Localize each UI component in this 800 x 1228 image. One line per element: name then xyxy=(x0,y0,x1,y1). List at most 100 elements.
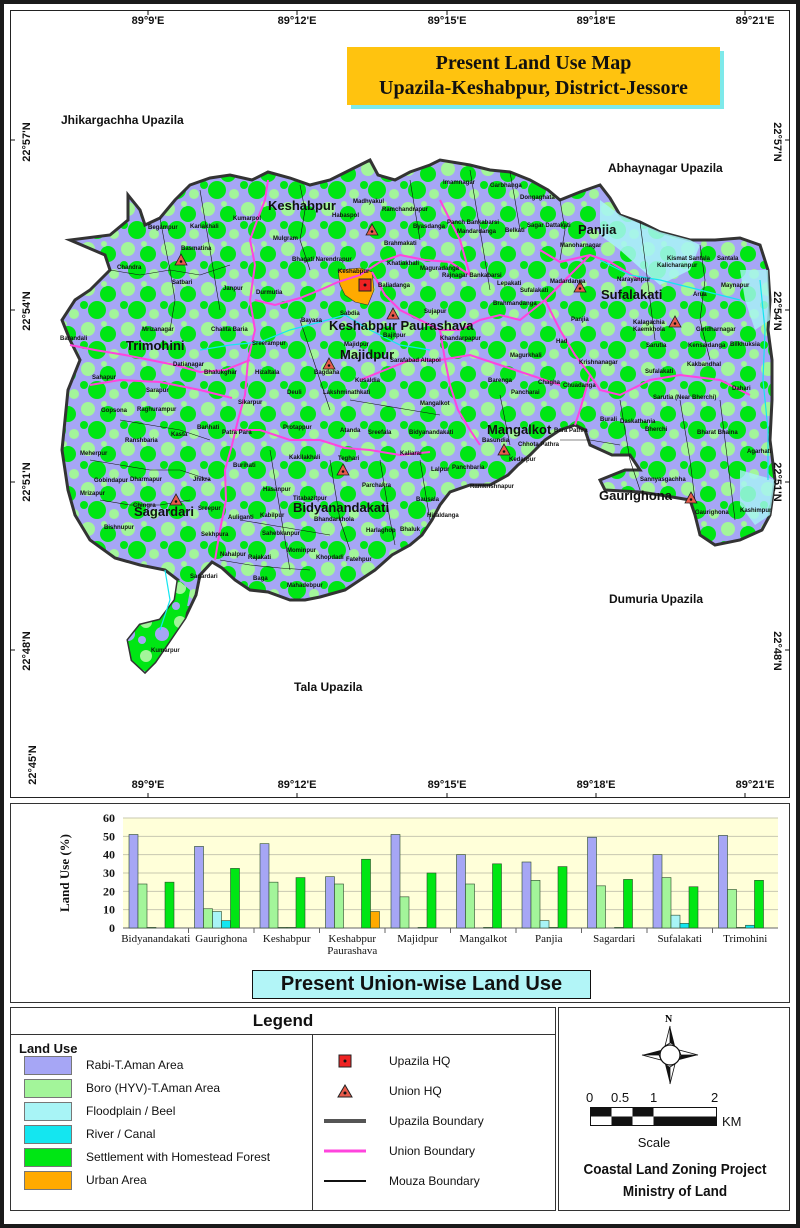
x-category-label: Keshabpur xyxy=(263,933,311,945)
bar xyxy=(361,858,371,929)
mouza-label: Kensaidanga xyxy=(688,343,726,349)
mouza-label: Bagdaha xyxy=(314,370,340,376)
union-hq-icon xyxy=(573,280,587,293)
x-category-label: Gaurighona xyxy=(195,933,247,945)
mouza-label: Arua xyxy=(693,292,707,298)
mouza-label: Belkati xyxy=(505,228,525,234)
land-use-legend: Land Use xyxy=(11,1035,313,1210)
mouza-label: Satbari xyxy=(172,280,193,286)
latitude-label: 22°57'N xyxy=(21,122,33,162)
y-tick-label: 50 xyxy=(103,829,115,843)
bar xyxy=(370,911,380,929)
mouza-label: Bherchi xyxy=(645,427,668,433)
mouza-label: Chingra xyxy=(133,503,156,509)
credit-ministry: Ministry of Land xyxy=(622,1183,728,1200)
mouza-label: Lepakati xyxy=(497,281,522,287)
neighbor-label-tala: Tala Upazila xyxy=(294,680,363,694)
mouza-label: Auliganti xyxy=(228,515,254,521)
bar xyxy=(212,911,222,929)
mouza-label: Bhandarkhola xyxy=(314,517,355,523)
y-tick-label: 30 xyxy=(103,866,115,880)
mouza-label: Sufalakati xyxy=(645,369,674,375)
mouza-label: Chhota Pathra xyxy=(518,442,560,448)
mouza-label: Basundia xyxy=(482,438,510,444)
scale-unit: KM xyxy=(722,1114,742,1129)
bar xyxy=(295,877,306,929)
bar xyxy=(652,854,663,929)
mouza-label: Khatiakhali xyxy=(387,261,420,267)
latitude-label: 22°51'N xyxy=(21,462,33,502)
latitude-label: 22°45'N xyxy=(27,745,39,785)
bar xyxy=(259,843,270,929)
mouza-label: Raghurampur xyxy=(137,407,177,413)
credit-text: Coastal Land Zoning Project Ministry of … xyxy=(571,1159,780,1203)
longitude-label: 89°21'E xyxy=(735,15,775,27)
mouza-label: Sagar Dattakati xyxy=(527,223,571,229)
latitude-label: 22°51'N xyxy=(771,462,783,502)
mouza-label: Madhyakul xyxy=(353,199,385,205)
legend-item-floodplain: Floodplain / Beel xyxy=(24,1101,175,1121)
mouza-label: Kumarpur xyxy=(151,648,180,654)
swatch-floodplain xyxy=(24,1101,72,1121)
map-canvas xyxy=(10,10,790,798)
swatch-boro xyxy=(24,1078,72,1098)
mouza-label: Sreefala xyxy=(368,430,392,436)
latitude-label: 22°48'N xyxy=(21,631,33,671)
union-label: Keshabpur xyxy=(268,198,336,213)
mouza-label: Kasta xyxy=(171,432,188,438)
mouza-label: Ranshbaria xyxy=(125,438,158,444)
swatch-river xyxy=(24,1124,72,1144)
legend-item-upazila-hq: Upazila HQ xyxy=(323,1051,450,1071)
legend-item-settlement: Settlement with Homestead Forest xyxy=(24,1147,270,1167)
legend-panel: Legend Land Use Rabi-T.Aman Area Boro (H… xyxy=(10,1007,556,1211)
mouza-label: Rajnagar Bankabarsi xyxy=(442,273,502,279)
mouza-label: Basmatina xyxy=(181,246,212,252)
y-axis-label: Land Use (%) xyxy=(57,834,72,912)
mouza-label: Burihati xyxy=(233,463,256,469)
bar xyxy=(417,927,428,929)
bar xyxy=(325,876,335,929)
mouza-label: Chagha xyxy=(538,380,561,386)
bar xyxy=(587,836,597,929)
union-label: Trimohini xyxy=(126,338,185,353)
mouza-label: Barenga xyxy=(488,378,513,384)
union-boundaries xyxy=(69,179,751,561)
mouza-label: Barihati xyxy=(197,425,220,431)
mouza-label: Sarafabad Altapol xyxy=(390,358,441,364)
mouza-label: Teghari xyxy=(338,456,360,462)
mouza-label: Baga xyxy=(253,576,268,582)
mouza-label: Hizaldanga xyxy=(427,513,459,519)
legend-item-mouza-boundary: Mouza Boundary xyxy=(323,1171,480,1191)
mouza-label: Sarapur xyxy=(146,388,169,394)
north-label: N xyxy=(665,1014,673,1025)
mouza-label: Giridharnagar xyxy=(696,327,736,333)
mouza-label: Majidpur xyxy=(344,342,369,348)
x-category-label: Sagardari xyxy=(593,933,635,945)
union-boundary-line-icon xyxy=(323,1141,367,1161)
bar xyxy=(754,880,764,929)
bar xyxy=(230,868,240,929)
mouza-label: Sarutia xyxy=(646,343,667,349)
mouza-label: Sekhpura xyxy=(201,532,229,538)
y-tick-label: 10 xyxy=(103,903,115,917)
mouza-label: Hasanpur xyxy=(263,487,291,493)
mouza-boundary-line-icon xyxy=(323,1171,367,1191)
mouza-label: Mulgram xyxy=(273,236,299,242)
mouza-label: Sufalakati xyxy=(520,288,549,294)
mouza-label: Lalpur xyxy=(431,467,450,473)
mouza-label: Manoharnagar xyxy=(560,243,602,249)
swatch-urban xyxy=(24,1170,72,1190)
mouza-label: Ramkrishnapur xyxy=(470,484,515,490)
mouza-label: Keshabpur xyxy=(338,269,370,275)
bar xyxy=(539,920,550,929)
union-hq-icon xyxy=(365,223,379,236)
bar xyxy=(426,872,437,929)
mouza-label: Sannyasgachha xyxy=(640,477,686,483)
bar xyxy=(221,920,231,929)
mouza-label: Mandardanga xyxy=(457,229,497,235)
mouza-label: Bayasa xyxy=(301,318,323,324)
mouza-label: Mominpur xyxy=(287,548,316,554)
union-label: Majidpur xyxy=(340,347,395,362)
bar xyxy=(465,883,475,929)
mouza-label: Maguradanga xyxy=(420,266,460,272)
